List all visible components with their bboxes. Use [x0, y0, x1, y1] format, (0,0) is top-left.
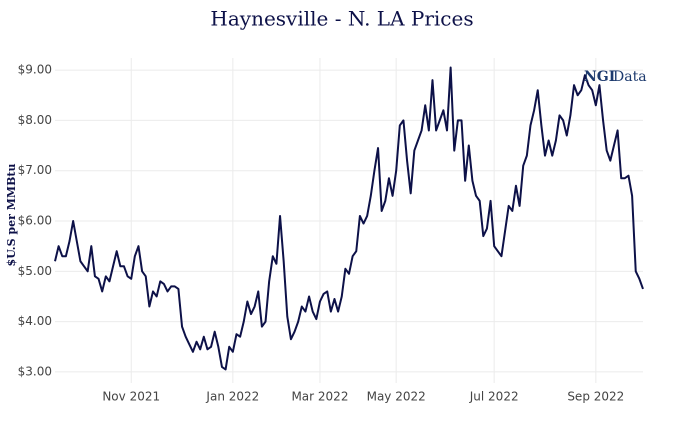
y-tick-label: $4.00	[18, 314, 52, 328]
marks	[54, 66, 644, 371]
logo-data: Data	[613, 69, 647, 85]
y-tick-label: $5.00	[18, 264, 52, 278]
x-tick-label: Sep 2022	[567, 390, 624, 404]
x-tick-label: Nov 2021	[102, 390, 160, 404]
x-tick-label: Mar 2022	[291, 390, 348, 404]
chart-title: Haynesville - N. LA Prices	[210, 7, 473, 31]
y-tick-label: $8.00	[18, 113, 52, 127]
y-tick-label: $3.00	[18, 364, 52, 378]
y-tick-label: $6.00	[18, 214, 52, 228]
x-tick-label: Jul 2022	[469, 390, 519, 404]
logo-ngi: NGI	[584, 69, 615, 85]
price-line	[54, 66, 644, 371]
x-tick-label: Jan 2022	[205, 390, 259, 404]
y-axis-title: $U.S per MMBtu	[5, 164, 18, 267]
y-tick-label: $7.00	[18, 163, 52, 177]
grid	[55, 58, 643, 383]
x-tick-label: May 2022	[367, 390, 426, 404]
y-tick-label: $9.00	[18, 63, 52, 77]
